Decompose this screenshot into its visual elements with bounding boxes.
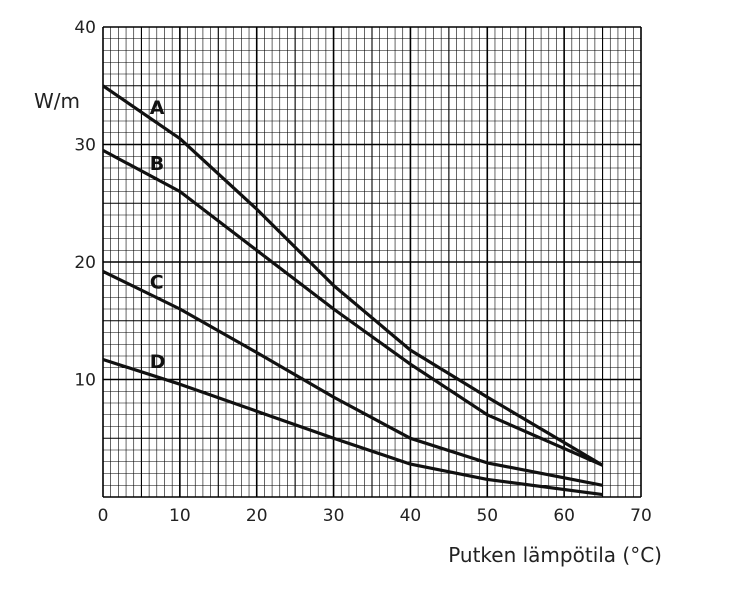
x-tick-label: 30 [323,506,345,526]
major-grid [102,26,642,498]
y-tick-label: 40 [74,18,96,38]
series-line-a [102,84,604,467]
y-tick-label: 10 [74,371,96,391]
series-line-c [102,269,603,487]
y-axis-ticks: 10 20 30 40 [74,18,96,391]
series-lines [102,84,604,497]
x-tick-label: 10 [169,506,191,526]
x-axis-label: Putken lämpötila (°C) [448,543,662,567]
x-tick-label: 50 [476,506,498,526]
x-tick-label: 0 [98,506,109,526]
series-label-b: B [150,153,164,175]
series-label-d: D [150,351,166,373]
series-label-a: A [150,97,165,119]
y-axis-label: W/m [34,89,80,113]
x-tick-label: 40 [400,506,422,526]
y-tick-label: 30 [74,136,96,156]
series-label-c: C [150,272,164,294]
series-line-b [102,148,604,467]
series-line-d [102,357,603,497]
x-tick-label: 20 [246,506,268,526]
x-tick-label: 70 [630,506,652,526]
x-axis-ticks: 0 10 20 30 40 50 60 70 [98,506,652,526]
y-tick-label: 20 [74,253,96,273]
x-tick-label: 60 [553,506,575,526]
series-labels: A B C D [150,97,166,373]
